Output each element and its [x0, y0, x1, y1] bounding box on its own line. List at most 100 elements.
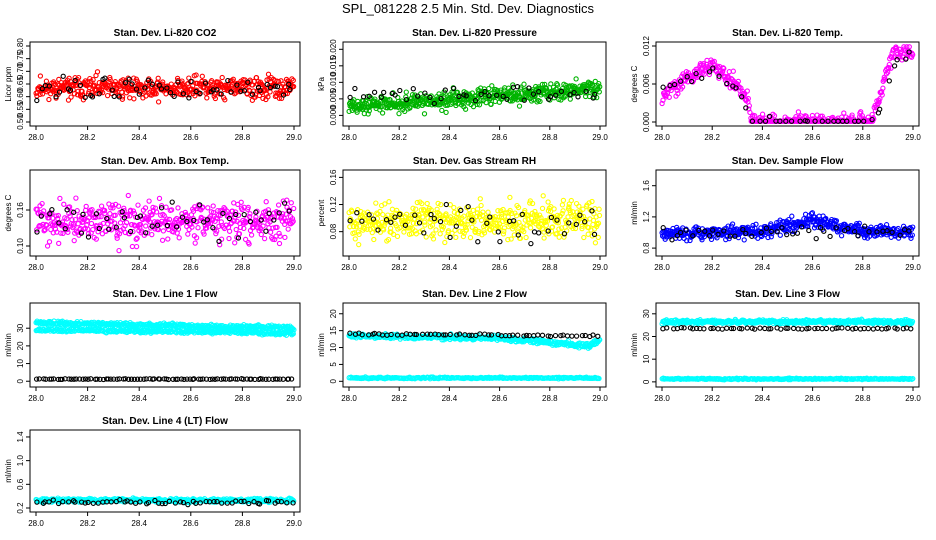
data-point: [749, 225, 756, 231]
data-point: [57, 195, 63, 202]
data-point: [749, 118, 756, 124]
series-hourly: [660, 223, 912, 243]
data-point: [72, 77, 78, 84]
data-point: [505, 236, 511, 243]
data-point: [500, 93, 506, 100]
data-point: [536, 89, 542, 95]
x-tick-label: 28.8: [542, 133, 558, 142]
data-point: [275, 202, 282, 208]
data-point: [521, 333, 527, 339]
data-point: [500, 231, 507, 237]
data-point: [521, 97, 527, 103]
data-point: [108, 376, 114, 382]
data-point: [119, 94, 126, 100]
data-point: [690, 233, 696, 239]
data-point: [215, 85, 221, 92]
data-point: [346, 108, 352, 115]
data-point: [812, 118, 818, 124]
series-main: [33, 69, 297, 105]
data-point: [152, 226, 158, 232]
data-point: [424, 331, 431, 337]
y-tick-label: 0.012: [642, 35, 651, 56]
data-point: [544, 218, 551, 224]
data-point: [380, 211, 386, 218]
y-tick-label: 0.10: [16, 238, 25, 254]
data-point: [861, 118, 867, 124]
series-upper: [33, 318, 297, 334]
data-point: [114, 376, 120, 382]
data-point: [173, 224, 180, 230]
data-point: [869, 116, 875, 123]
data-point: [114, 235, 120, 241]
data-point: [68, 376, 74, 382]
data-point: [276, 230, 282, 237]
data-point: [881, 77, 887, 83]
data-point: [267, 229, 274, 235]
data-point: [241, 88, 248, 94]
data-point: [906, 49, 912, 55]
data-point: [536, 212, 543, 218]
y-tick-label: 30: [642, 309, 651, 318]
data-point: [560, 197, 567, 204]
data-point: [396, 110, 402, 117]
data-point: [720, 68, 726, 74]
data-point: [456, 206, 463, 212]
data-point: [277, 233, 283, 239]
data-point: [508, 236, 514, 242]
series-main: [659, 210, 916, 244]
data-point: [287, 86, 293, 93]
data-point: [439, 107, 445, 114]
x-tick-label: 28.2: [391, 263, 407, 272]
data-point: [536, 230, 542, 236]
data-point: [267, 89, 273, 95]
x-tick-label: 28.6: [805, 394, 821, 403]
data-point: [137, 221, 144, 228]
x-tick-label: 28.2: [80, 263, 96, 272]
data-point: [260, 223, 266, 229]
y-tick-label: 10: [642, 354, 651, 363]
data-point: [486, 93, 492, 99]
data-point: [368, 212, 375, 218]
data-point: [802, 118, 808, 124]
data-point: [421, 219, 428, 225]
y-axis-label: degrees C: [4, 194, 13, 231]
data-point: [422, 90, 428, 96]
data-point: [549, 224, 556, 230]
data-point: [545, 333, 551, 339]
data-point: [119, 96, 126, 102]
data-point: [798, 224, 805, 230]
data-point: [554, 82, 561, 88]
data-point: [752, 113, 758, 119]
data-point: [33, 376, 40, 382]
data-point: [596, 375, 602, 382]
data-point: [193, 72, 199, 78]
data-point: [364, 226, 370, 232]
data-point: [906, 44, 912, 50]
data-point: [72, 216, 79, 223]
data-point: [246, 214, 253, 220]
data-point: [482, 88, 488, 95]
y-tick-label: 10: [329, 343, 338, 352]
data-point: [188, 78, 194, 85]
data-point: [547, 94, 554, 100]
data-point: [91, 214, 97, 221]
y-tick-label: 5: [329, 362, 338, 367]
data-point: [539, 205, 546, 212]
data-point: [115, 203, 122, 209]
data-point: [360, 94, 367, 100]
data-point: [53, 213, 59, 219]
data-point: [155, 75, 161, 81]
data-point: [67, 87, 74, 93]
data-point: [111, 93, 117, 100]
data-point: [566, 220, 572, 226]
data-point: [107, 74, 113, 81]
data-point: [463, 93, 469, 99]
data-point: [701, 71, 707, 77]
x-tick-label: 28.8: [235, 133, 251, 142]
data-point: [558, 332, 564, 339]
data-point: [486, 332, 492, 338]
data-point: [498, 214, 505, 220]
x-tick-label: 28.8: [235, 394, 251, 403]
